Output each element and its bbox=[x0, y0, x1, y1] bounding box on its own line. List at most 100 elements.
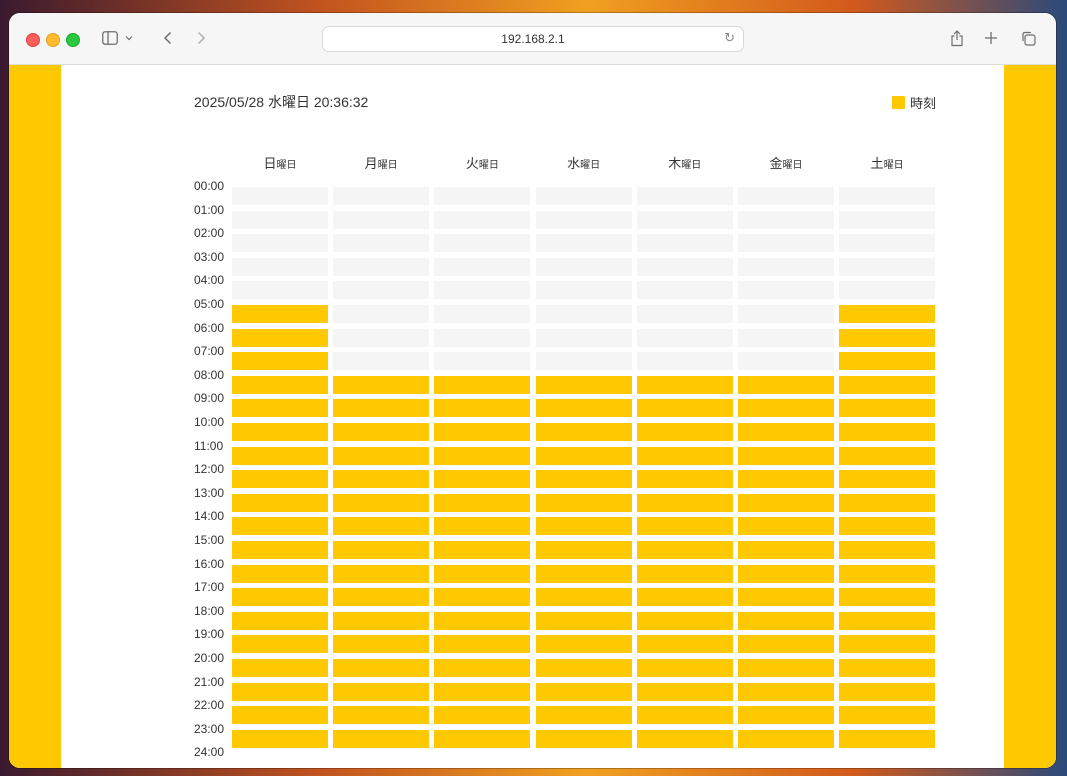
schedule-cell[interactable] bbox=[434, 375, 531, 394]
schedule-cell[interactable] bbox=[738, 588, 834, 607]
schedule-cell[interactable] bbox=[434, 659, 531, 677]
schedule-cell[interactable] bbox=[434, 564, 531, 583]
schedule-cell[interactable] bbox=[839, 399, 936, 418]
schedule-cell[interactable] bbox=[535, 517, 632, 536]
schedule-cell[interactable] bbox=[333, 729, 430, 748]
schedule-cell[interactable] bbox=[232, 281, 328, 300]
schedule-cell[interactable] bbox=[636, 234, 733, 253]
tab-overview-icon[interactable] bbox=[1019, 26, 1037, 50]
schedule-cell[interactable] bbox=[738, 210, 834, 229]
schedule-cell[interactable] bbox=[738, 564, 834, 583]
schedule-cell[interactable] bbox=[333, 305, 430, 323]
schedule-cell[interactable] bbox=[839, 375, 936, 394]
schedule-cell[interactable] bbox=[333, 446, 430, 465]
new-tab-icon[interactable] bbox=[982, 26, 1000, 50]
schedule-cell[interactable] bbox=[839, 210, 936, 229]
schedule-cell[interactable] bbox=[839, 446, 936, 465]
schedule-cell[interactable] bbox=[535, 234, 632, 253]
schedule-cell[interactable] bbox=[738, 257, 834, 276]
schedule-cell[interactable] bbox=[535, 659, 632, 677]
schedule-cell[interactable] bbox=[232, 470, 328, 489]
schedule-cell[interactable] bbox=[535, 257, 632, 276]
schedule-cell[interactable] bbox=[333, 493, 430, 512]
schedule-cell[interactable] bbox=[839, 352, 936, 371]
schedule-cell[interactable] bbox=[636, 564, 733, 583]
schedule-cell[interactable] bbox=[232, 423, 328, 441]
schedule-cell[interactable] bbox=[738, 234, 834, 253]
schedule-cell[interactable] bbox=[434, 446, 531, 465]
schedule-cell[interactable] bbox=[636, 352, 733, 371]
schedule-cell[interactable] bbox=[738, 635, 834, 654]
schedule-cell[interactable] bbox=[333, 541, 430, 559]
schedule-cell[interactable] bbox=[738, 187, 834, 205]
schedule-cell[interactable] bbox=[333, 399, 430, 418]
schedule-cell[interactable] bbox=[232, 541, 328, 559]
schedule-cell[interactable] bbox=[232, 659, 328, 677]
share-icon[interactable] bbox=[948, 26, 966, 50]
schedule-cell[interactable] bbox=[839, 729, 936, 748]
schedule-cell[interactable] bbox=[738, 611, 834, 630]
schedule-cell[interactable] bbox=[839, 470, 936, 489]
schedule-cell[interactable] bbox=[738, 281, 834, 300]
schedule-cell[interactable] bbox=[636, 493, 733, 512]
schedule-cell[interactable] bbox=[636, 328, 733, 347]
schedule-cell[interactable] bbox=[738, 305, 834, 323]
sidebar-icon[interactable] bbox=[99, 26, 121, 50]
schedule-cell[interactable] bbox=[333, 187, 430, 205]
schedule-cell[interactable] bbox=[333, 328, 430, 347]
schedule-cell[interactable] bbox=[333, 210, 430, 229]
zoom-window-button[interactable] bbox=[66, 33, 80, 47]
schedule-cell[interactable] bbox=[738, 352, 834, 371]
schedule-cell[interactable] bbox=[232, 611, 328, 630]
schedule-cell[interactable] bbox=[636, 187, 733, 205]
schedule-cell[interactable] bbox=[636, 281, 733, 300]
schedule-cell[interactable] bbox=[738, 493, 834, 512]
schedule-cell[interactable] bbox=[333, 588, 430, 607]
forward-icon[interactable] bbox=[193, 26, 209, 50]
schedule-cell[interactable] bbox=[738, 375, 834, 394]
schedule-cell[interactable] bbox=[535, 493, 632, 512]
address-bar[interactable]: 192.168.2.1 ↻ bbox=[322, 26, 744, 52]
chevron-down-icon[interactable] bbox=[123, 26, 135, 50]
schedule-cell[interactable] bbox=[232, 328, 328, 347]
schedule-cell[interactable] bbox=[232, 446, 328, 465]
close-window-button[interactable] bbox=[26, 33, 40, 47]
schedule-cell[interactable] bbox=[535, 564, 632, 583]
schedule-cell[interactable] bbox=[434, 682, 531, 701]
schedule-cell[interactable] bbox=[636, 611, 733, 630]
schedule-cell[interactable] bbox=[434, 611, 531, 630]
schedule-cell[interactable] bbox=[738, 729, 834, 748]
schedule-cell[interactable] bbox=[434, 706, 531, 725]
schedule-cell[interactable] bbox=[232, 706, 328, 725]
schedule-cell[interactable] bbox=[839, 588, 936, 607]
schedule-cell[interactable] bbox=[738, 470, 834, 489]
schedule-cell[interactable] bbox=[738, 682, 834, 701]
schedule-cell[interactable] bbox=[333, 659, 430, 677]
schedule-cell[interactable] bbox=[232, 375, 328, 394]
schedule-cell[interactable] bbox=[232, 210, 328, 229]
schedule-cell[interactable] bbox=[839, 706, 936, 725]
schedule-cell[interactable] bbox=[333, 423, 430, 441]
schedule-cell[interactable] bbox=[535, 682, 632, 701]
schedule-cell[interactable] bbox=[839, 493, 936, 512]
schedule-cell[interactable] bbox=[232, 234, 328, 253]
schedule-cell[interactable] bbox=[636, 210, 733, 229]
schedule-cell[interactable] bbox=[535, 187, 632, 205]
schedule-cell[interactable] bbox=[434, 635, 531, 654]
schedule-cell[interactable] bbox=[434, 187, 531, 205]
schedule-cell[interactable] bbox=[636, 399, 733, 418]
schedule-cell[interactable] bbox=[232, 635, 328, 654]
schedule-cell[interactable] bbox=[636, 706, 733, 725]
schedule-cell[interactable] bbox=[738, 423, 834, 441]
schedule-cell[interactable] bbox=[535, 611, 632, 630]
schedule-cell[interactable] bbox=[232, 517, 328, 536]
schedule-cell[interactable] bbox=[738, 446, 834, 465]
schedule-cell[interactable] bbox=[535, 706, 632, 725]
schedule-cell[interactable] bbox=[434, 257, 531, 276]
schedule-cell[interactable] bbox=[333, 352, 430, 371]
schedule-cell[interactable] bbox=[636, 517, 733, 536]
schedule-cell[interactable] bbox=[636, 470, 733, 489]
schedule-cell[interactable] bbox=[839, 305, 936, 323]
schedule-cell[interactable] bbox=[636, 446, 733, 465]
schedule-cell[interactable] bbox=[434, 541, 531, 559]
